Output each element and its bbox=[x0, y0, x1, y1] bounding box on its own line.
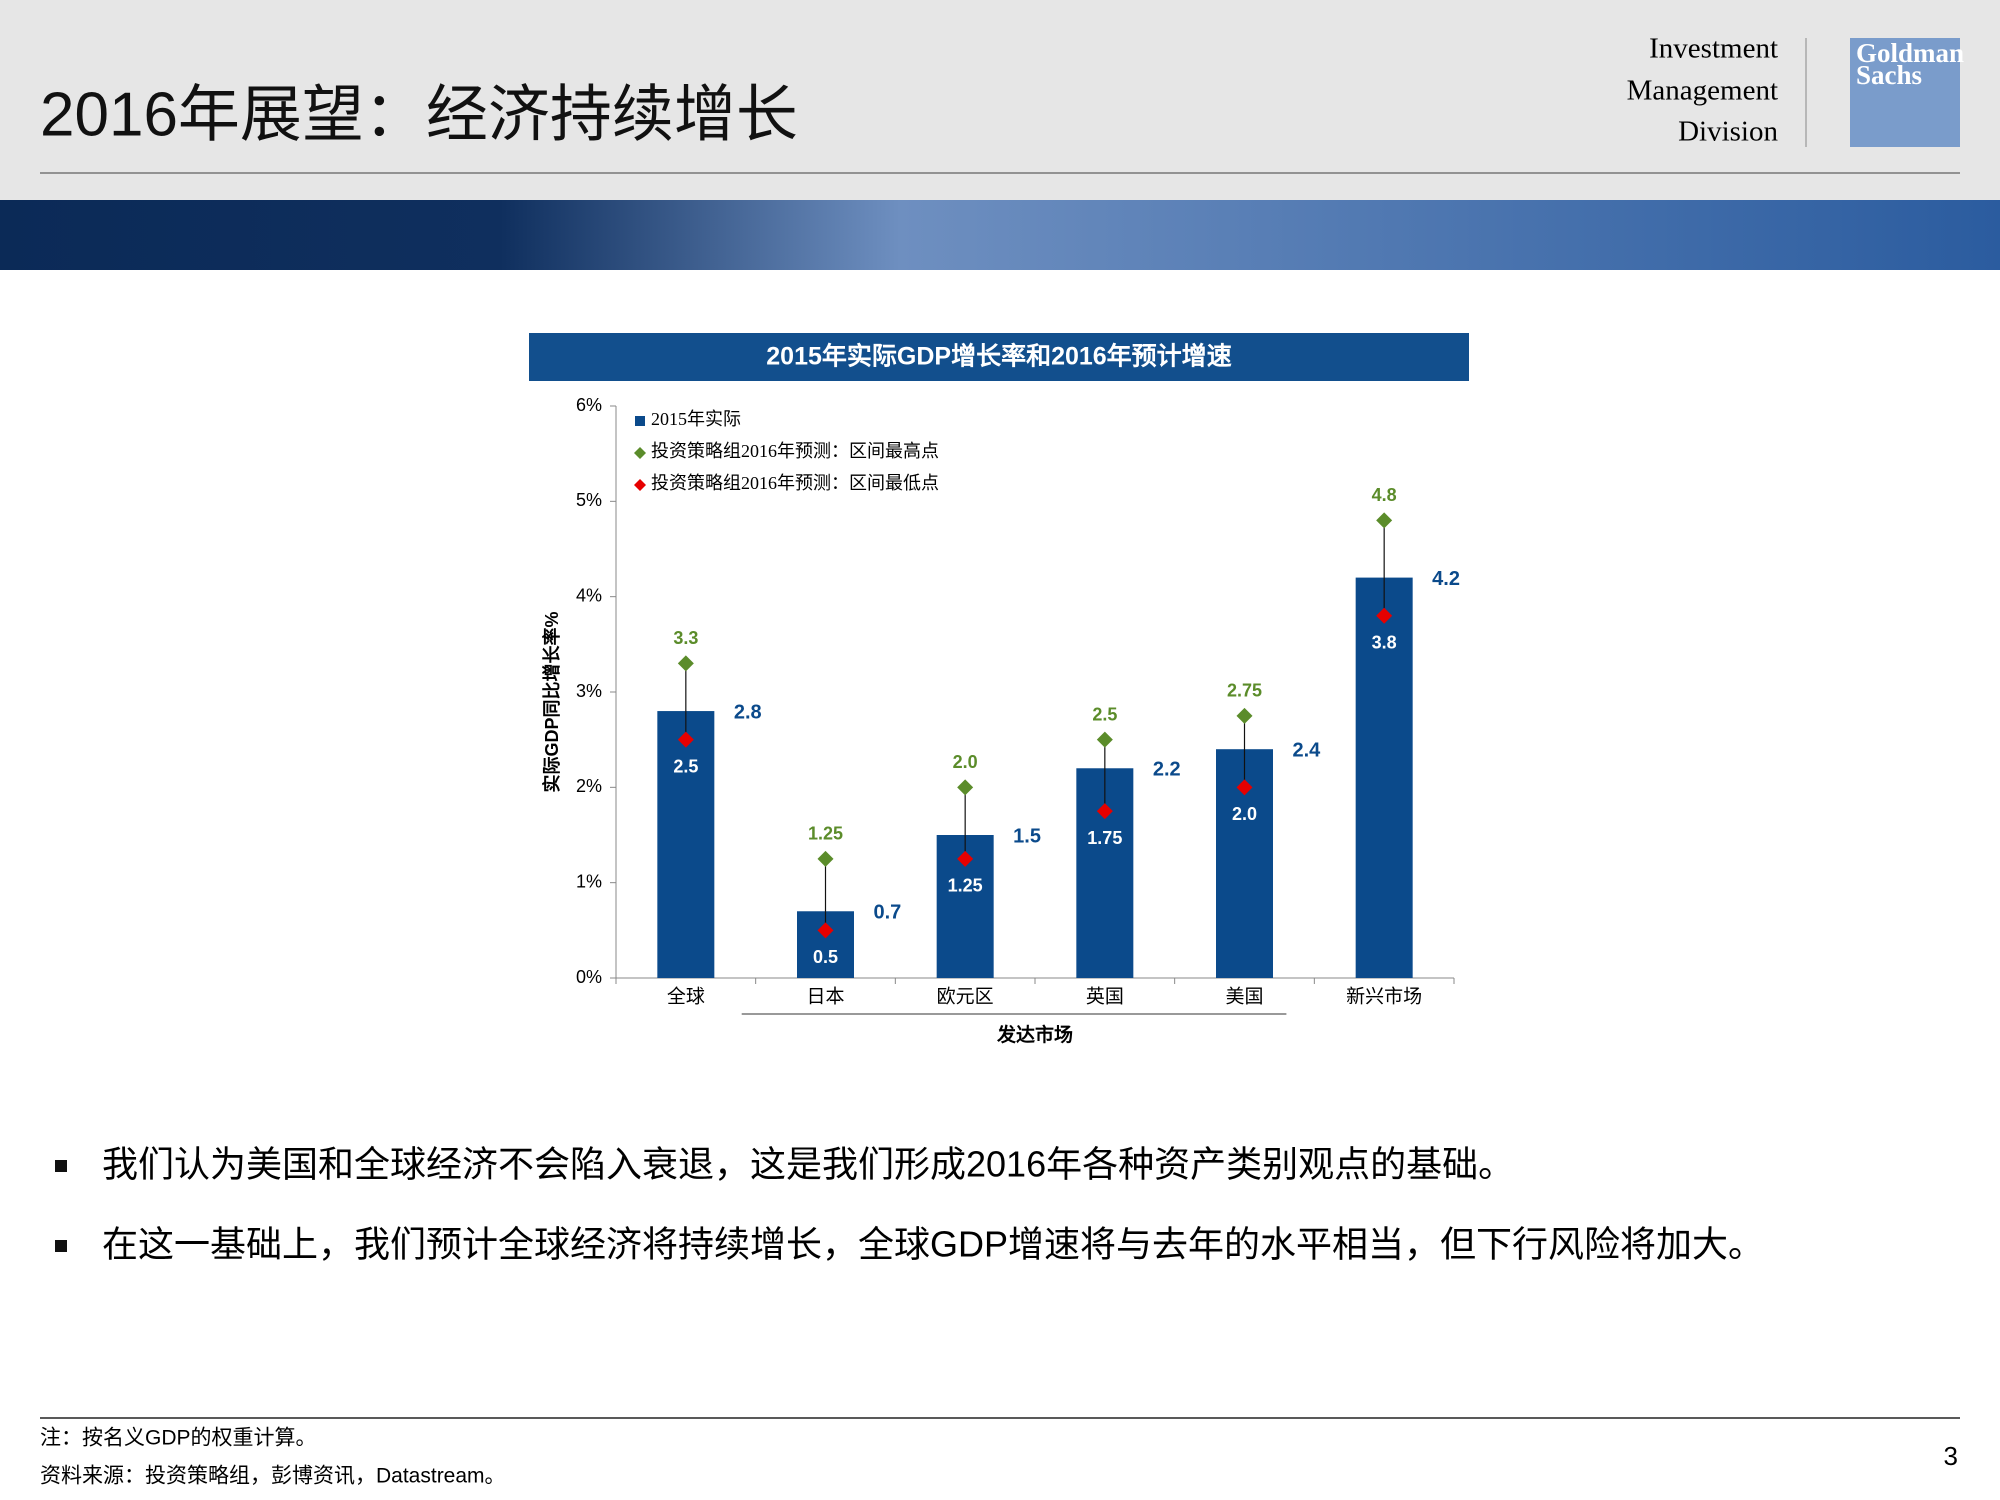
bullet-text: 我们认为美国和全球经济不会陷入衰退，这是我们形成2016年各种资产类别观点的基础… bbox=[102, 1144, 1514, 1185]
bullet-marker bbox=[55, 1160, 67, 1172]
low-marker bbox=[677, 731, 694, 748]
actual-label: 2.8 bbox=[734, 701, 762, 723]
actual-label: 2.4 bbox=[1293, 739, 1322, 761]
slide-title: 2016年展望：经济持续增长 bbox=[40, 80, 798, 149]
division-text: Division bbox=[1678, 116, 1778, 148]
low-label: 2.5 bbox=[673, 756, 698, 776]
x-tick-label: 日本 bbox=[806, 985, 844, 1007]
legend-label: 2015年实际 bbox=[651, 409, 741, 429]
legend-swatch bbox=[635, 416, 645, 426]
logo bbox=[1850, 38, 1960, 147]
actual-label: 0.7 bbox=[874, 902, 902, 924]
x-tick-label: 美国 bbox=[1225, 985, 1263, 1007]
header-band bbox=[0, 200, 2000, 270]
footnote: 注：按名义GDP的权重计算。 bbox=[40, 1427, 317, 1450]
logo-text: Goldman bbox=[1856, 38, 1964, 68]
y-tick-label: 4% bbox=[576, 585, 602, 605]
low-marker bbox=[1096, 803, 1113, 820]
x-tick-label: 全球 bbox=[667, 985, 705, 1007]
high-marker bbox=[957, 779, 974, 796]
high-marker bbox=[677, 655, 694, 672]
bullet-text: 在这一基础上，我们预计全球经济将持续增长，全球GDP增速将与去年的水平相当，但下… bbox=[102, 1224, 1764, 1265]
low-marker bbox=[817, 922, 834, 939]
high-label: 1.25 bbox=[808, 824, 843, 844]
footnote: 资料来源：投资策略组，彭博资讯，Datastream。 bbox=[40, 1465, 506, 1488]
division-text: Management bbox=[1627, 75, 1778, 107]
low-marker bbox=[957, 850, 974, 867]
actual-label: 1.5 bbox=[1013, 825, 1041, 847]
low-label: 0.5 bbox=[813, 947, 838, 967]
legend-swatch bbox=[634, 447, 646, 459]
low-marker bbox=[1236, 779, 1253, 796]
actual-label: 4.2 bbox=[1432, 568, 1460, 590]
chart-title-bar bbox=[529, 333, 1469, 381]
x-tick-label: 英国 bbox=[1086, 985, 1124, 1007]
chart-title: 2015年实际GDP增长率和2016年预计增速 bbox=[766, 342, 1231, 371]
group-label: 发达市场 bbox=[996, 1023, 1073, 1046]
high-marker bbox=[817, 850, 834, 867]
high-label: 2.5 bbox=[1092, 704, 1117, 724]
bar bbox=[1355, 577, 1413, 978]
high-marker bbox=[1096, 731, 1113, 748]
low-label: 2.0 bbox=[1232, 804, 1257, 824]
logo-text: Sachs bbox=[1856, 60, 1922, 90]
high-label: 3.3 bbox=[673, 628, 698, 648]
low-label: 3.8 bbox=[1372, 632, 1397, 652]
bullet-marker bbox=[55, 1240, 67, 1252]
y-tick-label: 2% bbox=[576, 776, 602, 796]
high-marker bbox=[1376, 512, 1393, 529]
header-bg bbox=[0, 0, 2000, 200]
y-tick-label: 0% bbox=[576, 967, 602, 987]
y-axis-label: 实际GDP同比增长率% bbox=[541, 611, 562, 792]
y-tick-label: 5% bbox=[576, 490, 602, 510]
low-label: 1.25 bbox=[948, 876, 983, 896]
x-tick-label: 新兴市场 bbox=[1346, 985, 1422, 1007]
y-tick-label: 6% bbox=[576, 395, 602, 415]
y-tick-label: 1% bbox=[576, 871, 602, 891]
low-marker bbox=[1376, 607, 1393, 624]
high-label: 2.75 bbox=[1227, 681, 1262, 701]
high-marker bbox=[1236, 707, 1253, 724]
bar bbox=[657, 711, 715, 978]
division-text: Investment bbox=[1649, 33, 1778, 65]
x-tick-label: 欧元区 bbox=[937, 985, 994, 1007]
high-label: 4.8 bbox=[1372, 485, 1397, 505]
high-label: 2.0 bbox=[953, 752, 978, 772]
page-number: 3 bbox=[1944, 1441, 1958, 1471]
low-label: 1.75 bbox=[1087, 828, 1122, 848]
legend-label: 投资策略组2016年预测：区间最低点 bbox=[651, 473, 939, 493]
legend-swatch bbox=[634, 479, 646, 491]
actual-label: 2.2 bbox=[1153, 759, 1181, 781]
y-tick-label: 3% bbox=[576, 681, 602, 701]
legend-label: 投资策略组2016年预测：区间最高点 bbox=[651, 441, 939, 461]
